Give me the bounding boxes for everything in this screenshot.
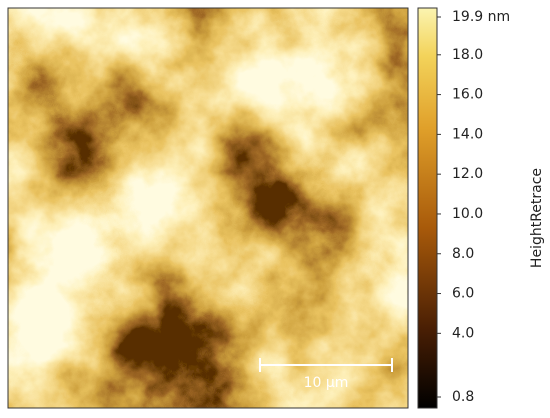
afm-image <box>8 8 408 408</box>
colorbar-label: HeightRetrace <box>529 168 545 268</box>
tick-label: 19.9 nm <box>452 9 510 25</box>
tick-label: 4.0 <box>452 325 474 341</box>
scale-bar <box>259 358 393 372</box>
tick-label: 8.0 <box>452 246 474 262</box>
tick-label: 10.0 <box>452 206 483 222</box>
image-frame <box>7 7 409 409</box>
tick-label: 0.8 <box>452 389 474 405</box>
tick-label: 14.0 <box>452 126 483 142</box>
tick-label: 12.0 <box>452 166 483 182</box>
scale-bar-label: 10 µm <box>304 375 349 391</box>
tick-label: 18.0 <box>452 47 483 63</box>
tick-label: 6.0 <box>452 286 474 302</box>
colorbar-ticks: 19.9 nm 18.0 16.0 14.0 12.0 10.0 8.0 6.0 4.0 0.8 <box>437 9 510 405</box>
tick-label: 16.0 <box>452 87 483 103</box>
colorbar <box>417 7 438 409</box>
